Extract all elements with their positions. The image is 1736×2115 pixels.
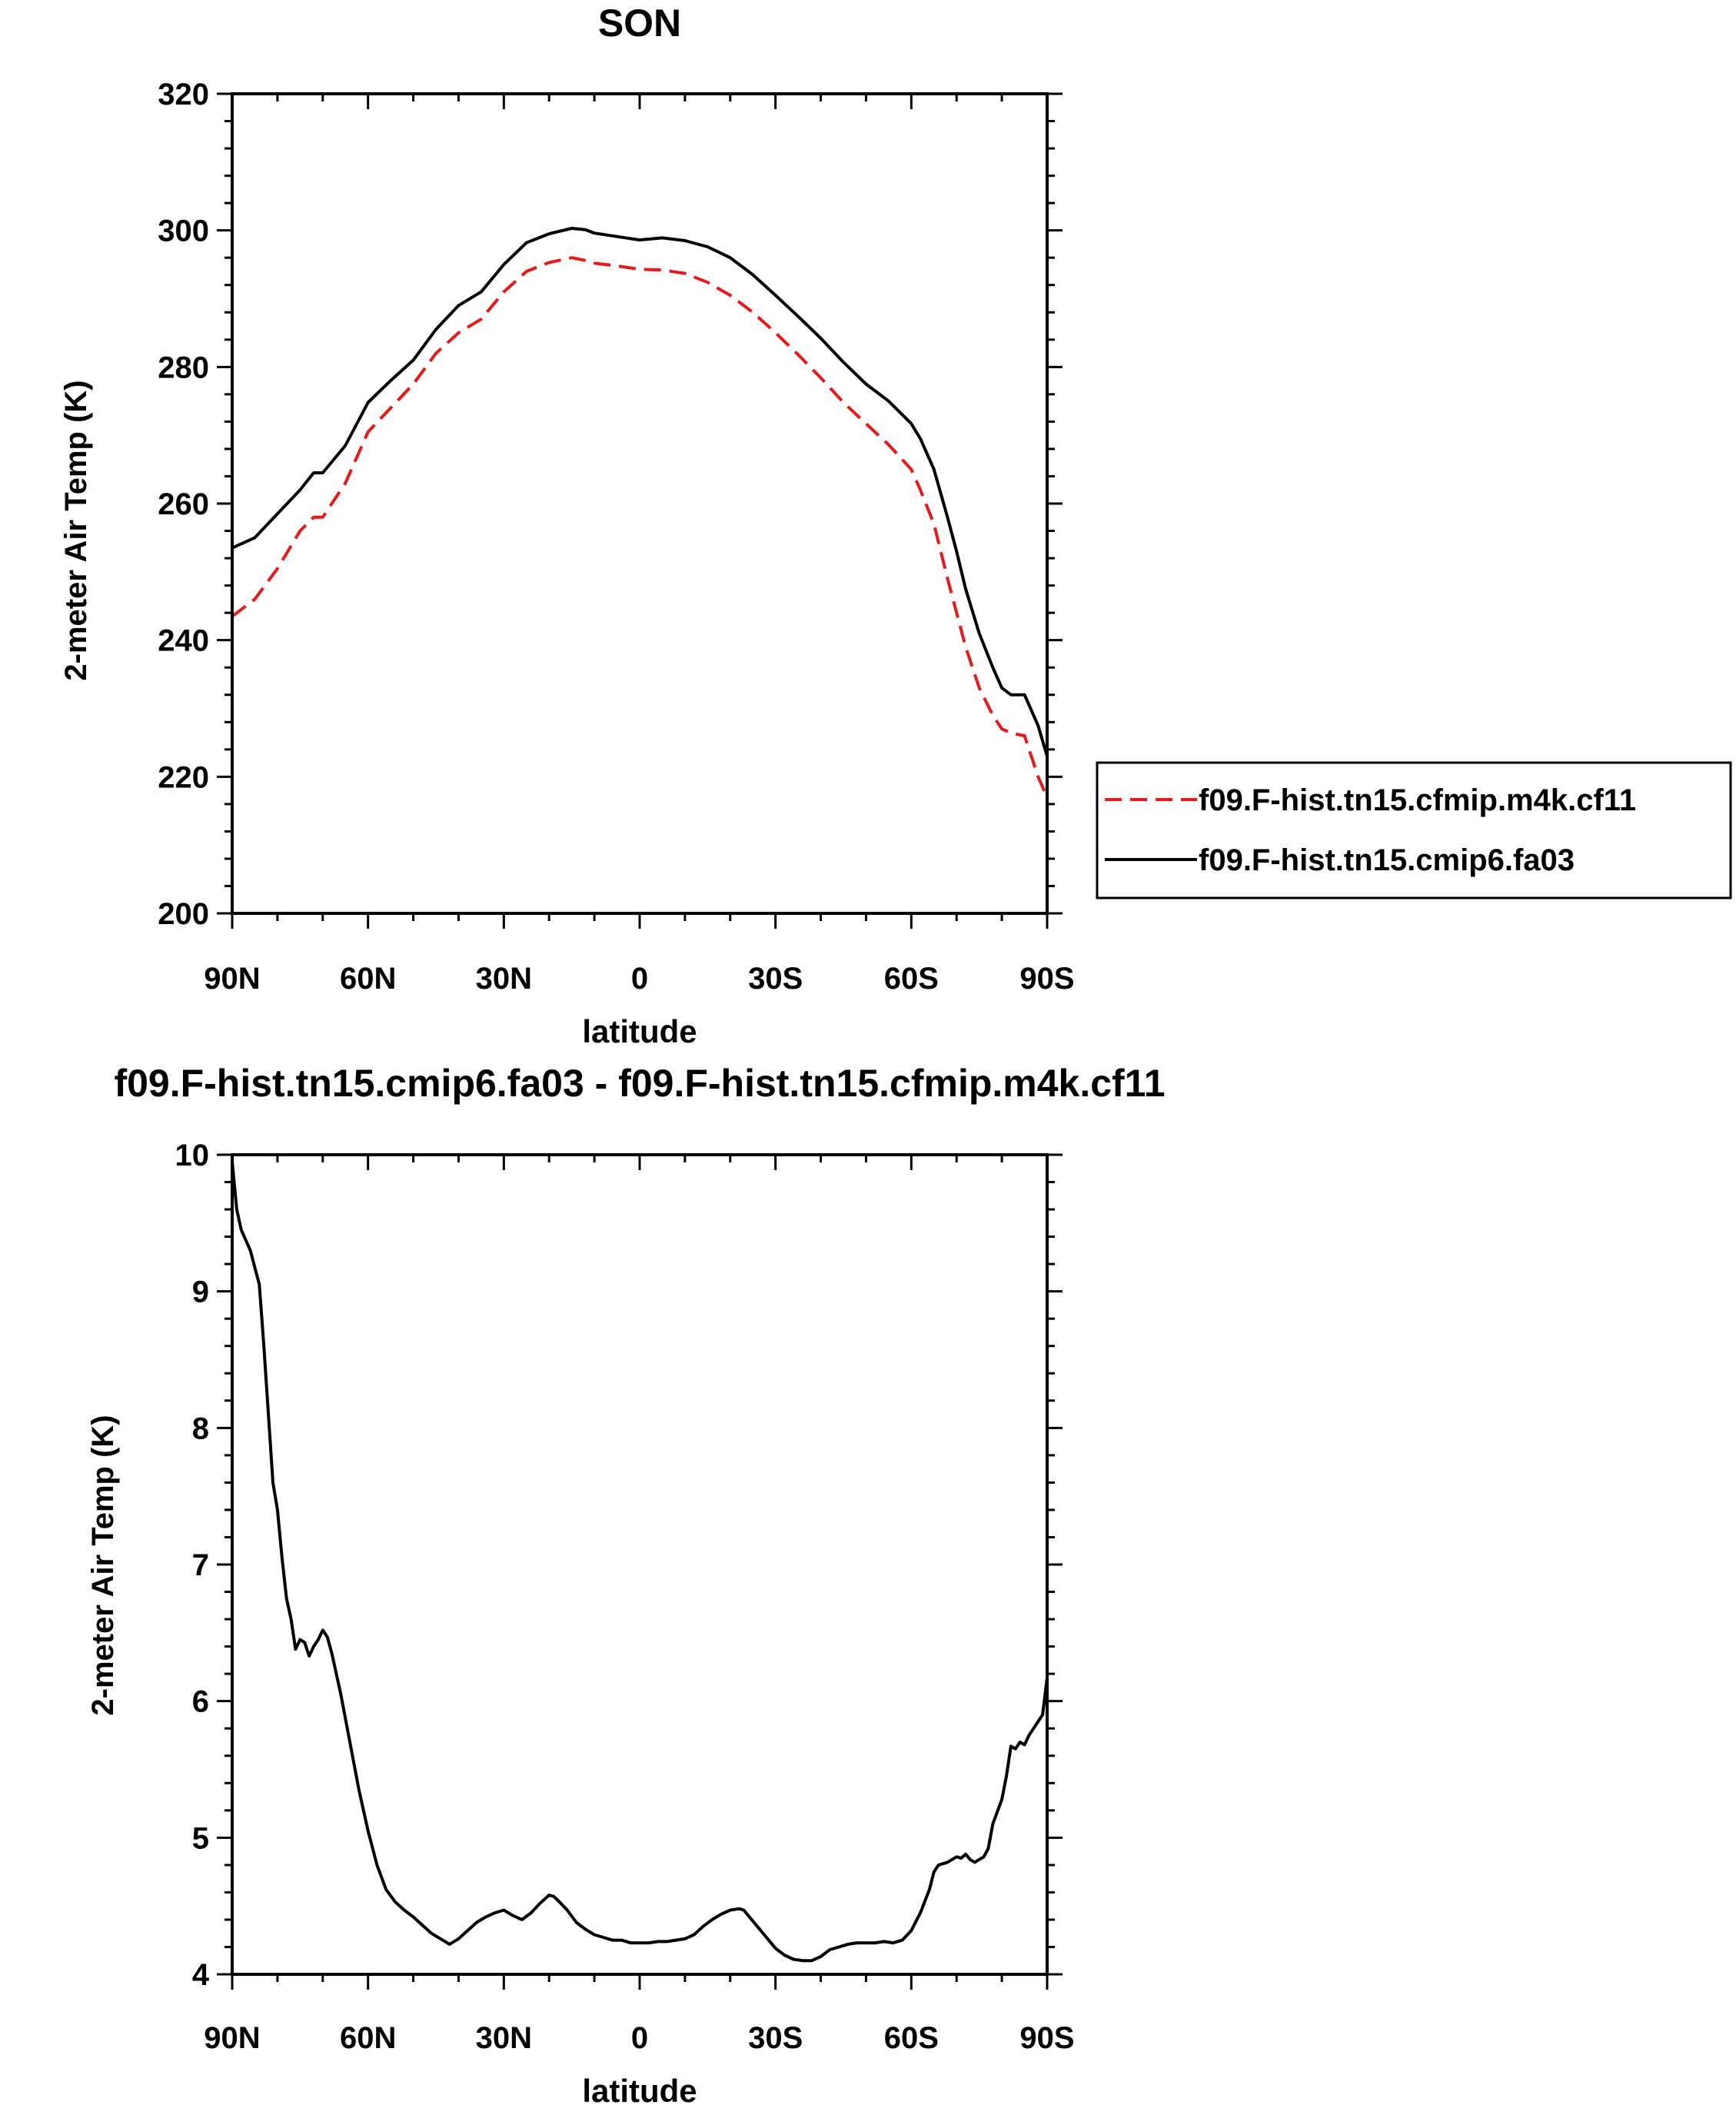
- legend-label-m4k: f09.F-hist.tn15.cfmip.m4k.cf11: [1199, 783, 1636, 817]
- top-x-tick-label: 90N: [204, 962, 260, 996]
- top-series-line-0: [232, 256, 1047, 798]
- top-y-tick-label: 200: [158, 897, 209, 931]
- bottom-y-tick-label: 5: [192, 1821, 209, 1855]
- bottom-x-tick-label: 30N: [476, 2021, 532, 2055]
- top-x-tick-label: 0: [631, 962, 648, 996]
- bottom-y-tick-label: 4: [192, 1958, 210, 1992]
- bottom-y-tick-label: 7: [192, 1548, 209, 1582]
- bottom-y-tick-label: 10: [175, 1139, 210, 1172]
- bottom-x-tick-label: 0: [631, 2021, 648, 2055]
- top-chart-title: SON: [598, 2, 681, 45]
- bottom-chart-title: f09.F-hist.tn15.cmip6.fa03 - f09.F-hist.…: [114, 1062, 1165, 1105]
- top-chart-xlabel: latitude: [582, 1013, 697, 1049]
- bottom-chart-xlabel: latitude: [582, 2073, 697, 2109]
- top-x-tick-label: 60S: [884, 962, 939, 996]
- bottom-y-tick-label: 6: [192, 1685, 209, 1719]
- bottom-y-tick-label: 8: [192, 1412, 209, 1445]
- top-y-tick-label: 220: [158, 760, 209, 794]
- bottom-x-tick-label: 90S: [1019, 2021, 1074, 2055]
- bottom-series-line-0: [232, 1161, 1047, 1963]
- top-chart-legend: f09.F-hist.tn15.cfmip.m4k.cf11 f09.F-his…: [1096, 761, 1732, 900]
- top-y-tick-label: 280: [158, 351, 209, 384]
- top-chart-plot: 90N 60N 30N 0 30S 60S 90S 200 220 240 260 280 300 320: [158, 78, 1074, 996]
- bottom-x-tick-label: 30S: [748, 2021, 803, 2055]
- bottom-y-tick-label: 9: [192, 1275, 209, 1309]
- top-x-tick-label: 60N: [340, 962, 396, 996]
- legend-label-fa03: f09.F-hist.tn15.cmip6.fa03: [1199, 843, 1575, 877]
- bottom-x-tick-label: 60S: [884, 2021, 939, 2055]
- top-y-tick-label: 260: [158, 487, 209, 521]
- bottom-chart-plot: 90N 60N 30N 0 30S 60S 90S 4 5 6 7 8 9 10: [175, 1139, 1075, 2055]
- top-x-tick-label: 90S: [1019, 962, 1074, 996]
- top-x-tick-label: 30S: [748, 962, 803, 996]
- top-y-tick-label: 320: [158, 78, 209, 111]
- top-chart-ylabel: 2-meter Air Temp (K): [59, 380, 93, 680]
- top-y-tick-label: 240: [158, 624, 209, 658]
- bottom-x-tick-label: 60N: [340, 2021, 396, 2055]
- bottom-x-tick-label: 90N: [204, 2021, 260, 2055]
- top-series-line-1: [232, 227, 1047, 757]
- legend-box: [1096, 761, 1732, 900]
- bottom-chart-ylabel: 2-meter Air Temp (K): [86, 1415, 120, 1715]
- top-x-tick-label: 30N: [476, 962, 532, 996]
- top-y-tick-label: 300: [158, 214, 209, 248]
